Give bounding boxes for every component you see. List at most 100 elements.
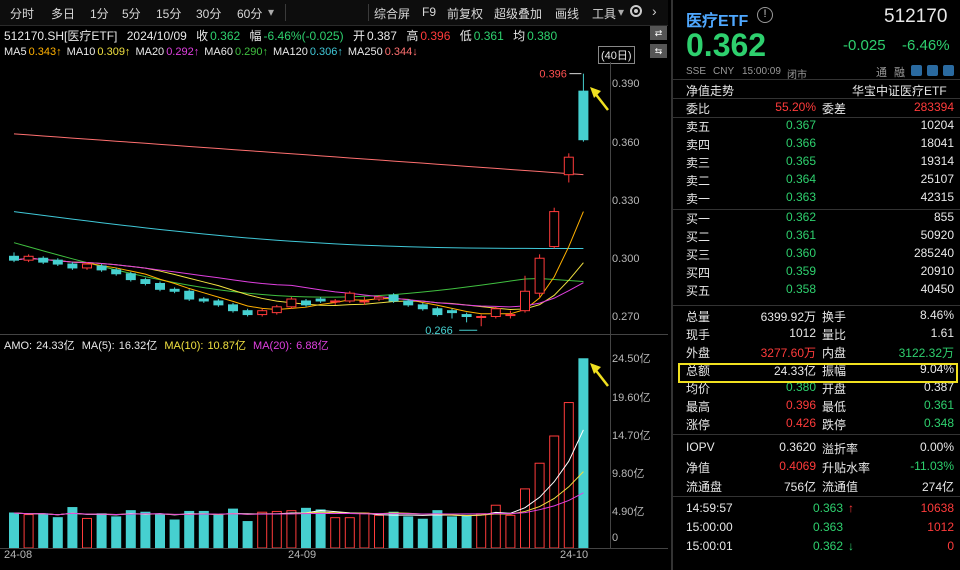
nav-trend-tab[interactable]: 净值走势 [686, 84, 735, 98]
tick-time: 15:00:00 [686, 520, 733, 534]
volume-bar [155, 514, 165, 548]
bid-volume: 285240 [913, 246, 954, 260]
candle-body [198, 298, 209, 302]
stat-row: 最高 0.396 最低 0.361 [686, 398, 956, 416]
volume-axis-tick: 24.50亿 [612, 353, 651, 366]
candle-body [330, 300, 341, 303]
ask-row: 卖一 0.363 42315 [686, 190, 956, 208]
weicha-label: 委差 [822, 102, 847, 116]
ma120-line [13, 211, 584, 250]
candle-body [520, 290, 530, 312]
nav-value: 0.3620 [779, 440, 816, 454]
ma-value-2: 0.292↑ [166, 46, 200, 58]
volume-bar [490, 504, 501, 548]
volume-bar [9, 512, 19, 548]
info-icon[interactable]: ! [757, 7, 773, 23]
weibi-value: 55.20% [775, 100, 816, 114]
chart-type-icon[interactable]: ⇄ [650, 26, 667, 40]
settings-gear-icon[interactable] [628, 3, 644, 22]
candle-body [447, 310, 457, 314]
stat-value: 8.46% [919, 308, 954, 322]
ask-row-volume: 25107 [920, 172, 954, 186]
f9-button[interactable]: F9 [422, 5, 437, 19]
nav-label: 流通盘 [686, 480, 723, 494]
trade-tick-row: 15:00:01 0.362 ↓ 0 [686, 539, 956, 557]
open-value: 0.387 [366, 29, 397, 43]
stat-row: 涨停 0.426 跌停 0.348 [686, 416, 956, 434]
low-label: 低 [459, 29, 472, 43]
volume-bar [432, 510, 443, 548]
candle-body [9, 255, 19, 261]
candle-body [490, 308, 501, 318]
ask-row-volume: 18041 [920, 136, 954, 150]
bid-volume: 20910 [920, 264, 954, 278]
stat-row: 均价 0.380 开盘 0.387 [686, 380, 956, 398]
stat-row: 总额 24.33亿 振幅 9.04% [686, 362, 956, 380]
fund-full-name: 华宝中证医疗ETF [852, 84, 947, 98]
period-count-badge[interactable]: (40日) [598, 46, 635, 64]
stat-row: 现手 1012 量比 1.61 [686, 326, 956, 344]
ma-legend-row: MA5 0.343↑ MA10 0.309↑ MA20 0.292↑ MA60 0.290↑ M… [4, 46, 423, 62]
candle-body [286, 298, 297, 308]
panel-market-status: 闭市 [787, 70, 807, 81]
period-dropdown-icon[interactable]: ▾ [268, 5, 275, 19]
stat-label: 开盘 [822, 382, 847, 396]
candle-body [242, 310, 253, 316]
ma20-line [13, 257, 584, 308]
tab-multiday[interactable]: 多日 [51, 7, 76, 21]
nav-label: 净值 [686, 461, 711, 475]
annot-low-label: 0.266 [425, 325, 453, 334]
ma-settings-icon[interactable]: ⇆ [650, 44, 667, 58]
bid-volume: 50920 [920, 228, 954, 242]
price-arrow-annotation [590, 87, 609, 111]
volume-axis-tick: 19.60亿 [612, 391, 651, 404]
candle-body [67, 263, 78, 269]
ask-row: 卖二 0.364 25107 [686, 172, 956, 190]
nav-row: IOPV 0.3620 溢折率 0.00% [686, 440, 956, 458]
price-axis-tick: 0.270 [612, 311, 640, 324]
highlight-box [678, 363, 958, 383]
draw-line-button[interactable]: 画线 [555, 7, 580, 21]
volume-bar-chart[interactable] [0, 352, 610, 548]
ask-row-price: 0.365 [785, 154, 816, 168]
x-tick-aug: 24-08 [4, 549, 33, 561]
annot-high-label: 0.396 [539, 69, 567, 81]
quote-panel [671, 0, 960, 570]
tools-button[interactable]: 工具 [592, 7, 617, 21]
stat-label: 现手 [686, 328, 711, 342]
volume-bar [184, 510, 195, 548]
volume-bar [447, 516, 457, 548]
price-candlestick-chart[interactable]: 0.396 0.266 [0, 62, 610, 334]
tab-intraday[interactable]: 分时 [10, 7, 35, 21]
nav-row: 流通盘 756亿 流通值 274亿 [686, 478, 956, 496]
tag-connect: 通 [876, 67, 887, 79]
stat-value: 3122.32万 [898, 346, 954, 360]
tab-15min[interactable]: 15分 [156, 7, 182, 21]
panel-security-code: 512170 [884, 6, 948, 27]
tick-price: 0.363 [813, 501, 844, 515]
composite-screen-button[interactable]: 综合屏 [374, 7, 411, 21]
candle-body [403, 300, 414, 306]
stat-value: 1.61 [930, 326, 954, 340]
vol-ma20-value: 6.88亿 [296, 340, 329, 352]
bid-price: 0.360 [785, 246, 816, 260]
volume-arrow-annotation [590, 363, 609, 387]
candle-body [213, 300, 224, 306]
ma60-line [13, 242, 584, 298]
stat-value: 9.04% [919, 362, 954, 376]
super-overlay-button[interactable]: 超级叠加 [494, 7, 543, 21]
nav-value: -11.03% [910, 459, 954, 473]
candle-body [169, 288, 180, 292]
ask-row-label: 卖四 [686, 138, 711, 152]
tab-60min[interactable]: 60分 [237, 7, 263, 21]
tab-5min[interactable]: 5分 [122, 7, 141, 21]
ma-value-1: 0.309↑ [97, 46, 131, 58]
collapse-panel-icon[interactable]: › [652, 3, 657, 19]
volume-axis-tick: 9.80亿 [612, 467, 645, 480]
tab-1min[interactable]: 1分 [90, 7, 109, 21]
tab-30min[interactable]: 30分 [196, 7, 222, 21]
tools-dropdown-icon[interactable]: ▾ [618, 5, 625, 19]
amo-label: AMO: [4, 340, 33, 352]
candle-body [359, 300, 370, 303]
forward-adjust-button[interactable]: 前复权 [447, 7, 484, 21]
